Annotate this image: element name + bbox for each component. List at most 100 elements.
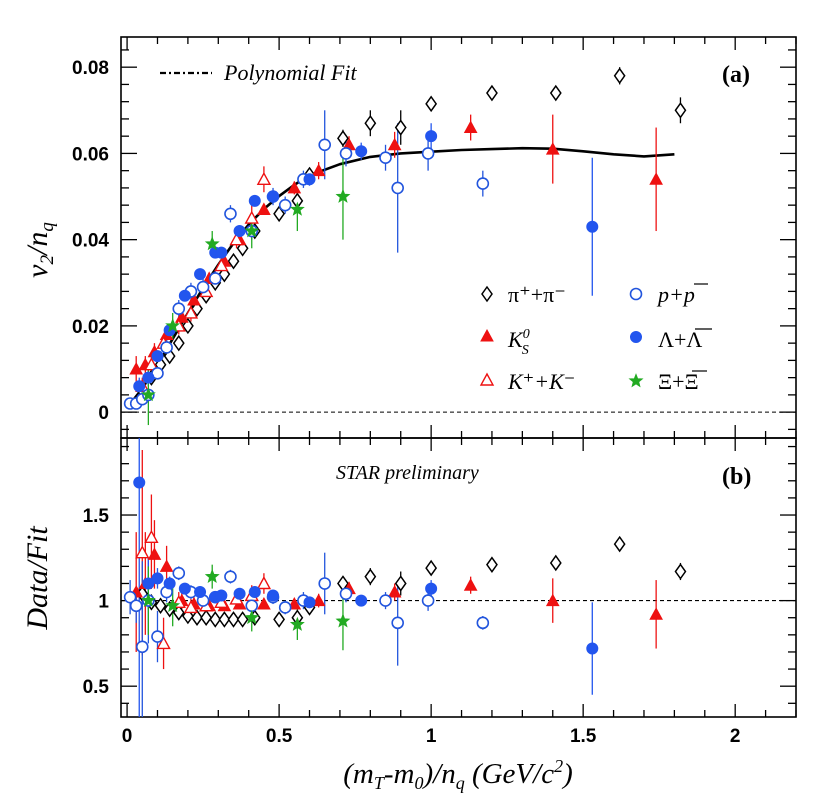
kcharged-point: [135, 545, 150, 559]
kcharged-point: [229, 232, 244, 246]
lambda-point: [215, 589, 228, 602]
panel-b-markers: [123, 438, 687, 717]
proton-point: [421, 594, 435, 607]
proton-point: [318, 577, 332, 590]
panel-b-label: (b): [722, 464, 751, 490]
legend-label-xi: Ξ+Ξ: [658, 369, 699, 394]
kcharged-point: [183, 599, 199, 614]
x-tick-label: 2: [730, 726, 741, 747]
x-tick-label: 0.5: [266, 726, 293, 747]
pion-point: [549, 554, 562, 572]
pion-point: [218, 611, 231, 628]
xi-point: [165, 597, 181, 613]
lambda-point: [194, 586, 207, 599]
pion-point: [486, 84, 498, 102]
pion-point: [364, 568, 377, 585]
pion-point: [227, 252, 240, 270]
lambda-point: [355, 594, 368, 607]
proton-point: [196, 280, 210, 294]
kshort-point: [545, 142, 560, 155]
kshort-point: [463, 120, 478, 134]
xi-point: [204, 568, 220, 583]
pion-point: [486, 556, 498, 573]
kshort-point: [311, 593, 326, 607]
proton-point: [151, 630, 164, 643]
panel-a-ticks: 0 0.02 0.04 0.06 0.08: [72, 37, 797, 438]
kcharged-point: [214, 258, 229, 272]
kshort-point: [463, 578, 478, 591]
proton-point: [339, 587, 353, 601]
kshort-point: [129, 361, 144, 375]
x-tick-label: 1: [426, 726, 437, 747]
proton-point: [476, 177, 490, 190]
pion-point: [191, 609, 203, 627]
proton-point: [135, 640, 149, 654]
lambda-point: [178, 582, 191, 595]
pion-point: [549, 84, 562, 102]
y-tick-label-b: 0.5: [83, 677, 110, 698]
proton-point: [278, 601, 292, 614]
lambda-point: [303, 173, 316, 186]
pion-point: [674, 102, 687, 119]
lambda-point: [303, 596, 316, 609]
star-preliminary-annotation: STAR preliminary: [336, 462, 479, 484]
xi-point: [335, 613, 351, 628]
proton-point: [339, 147, 353, 160]
xi-point: [165, 318, 181, 333]
lambda-point: [215, 246, 228, 259]
proton-point: [224, 570, 237, 583]
pion-point: [154, 597, 167, 615]
proton-point: [224, 207, 237, 221]
lambda-point: [248, 194, 261, 207]
kshort-point: [159, 559, 174, 572]
panel-a-markers: [123, 67, 687, 426]
legend-symbol-lambda: [630, 331, 642, 343]
legend-symbol-pion: [481, 285, 493, 303]
legend-label-kcharged: K⁺+K⁻: [507, 369, 575, 394]
kshort-point: [187, 292, 201, 306]
proton-point: [208, 272, 222, 285]
kshort-point: [257, 596, 271, 610]
kcharged-point: [156, 635, 171, 650]
proton-point: [476, 616, 490, 630]
pion-point: [337, 130, 349, 147]
proton-point: [379, 594, 392, 607]
xi-point: [204, 236, 220, 251]
pion-point: [394, 575, 407, 592]
proton-point: [318, 138, 332, 152]
pion-point: [613, 67, 626, 85]
kshort-point: [311, 163, 326, 177]
panel-a-label: (a): [722, 62, 750, 88]
legend-symbol-kcharged: [479, 372, 495, 386]
xi-point: [244, 609, 260, 625]
proton-point: [245, 599, 259, 613]
y-tick-label-a: 0.08: [72, 58, 109, 79]
pion-point: [227, 611, 240, 628]
kcharged-point: [244, 210, 259, 224]
y-tick-label-a: 0: [98, 403, 109, 424]
lambda-point: [425, 130, 438, 143]
proton-point: [123, 590, 137, 604]
legend-label-kshort: K0 S: [507, 327, 530, 358]
lambda-point: [233, 587, 246, 600]
fit-legend-label: Polynomial Fit: [223, 60, 357, 85]
x-tick-label: 0: [122, 726, 133, 747]
panel-b-ticks: 0.5 1 1.5 0 0.5 1 1.5 2: [83, 438, 797, 747]
proton-point: [391, 181, 404, 195]
kcharged-point: [144, 357, 159, 371]
proton-point: [172, 302, 186, 315]
pion-point: [674, 563, 687, 580]
lambda-point: [425, 582, 438, 595]
proton-point: [129, 599, 143, 613]
lambda-point: [267, 190, 280, 203]
lambda-point: [178, 289, 191, 302]
pion-point: [425, 559, 438, 577]
kshort-point: [387, 137, 402, 151]
pion-point: [172, 334, 185, 352]
lambda-point: [133, 476, 146, 489]
proton-point: [278, 198, 292, 212]
kshort-point: [545, 593, 560, 607]
lambda-point: [248, 586, 261, 599]
proton-point: [160, 341, 173, 354]
